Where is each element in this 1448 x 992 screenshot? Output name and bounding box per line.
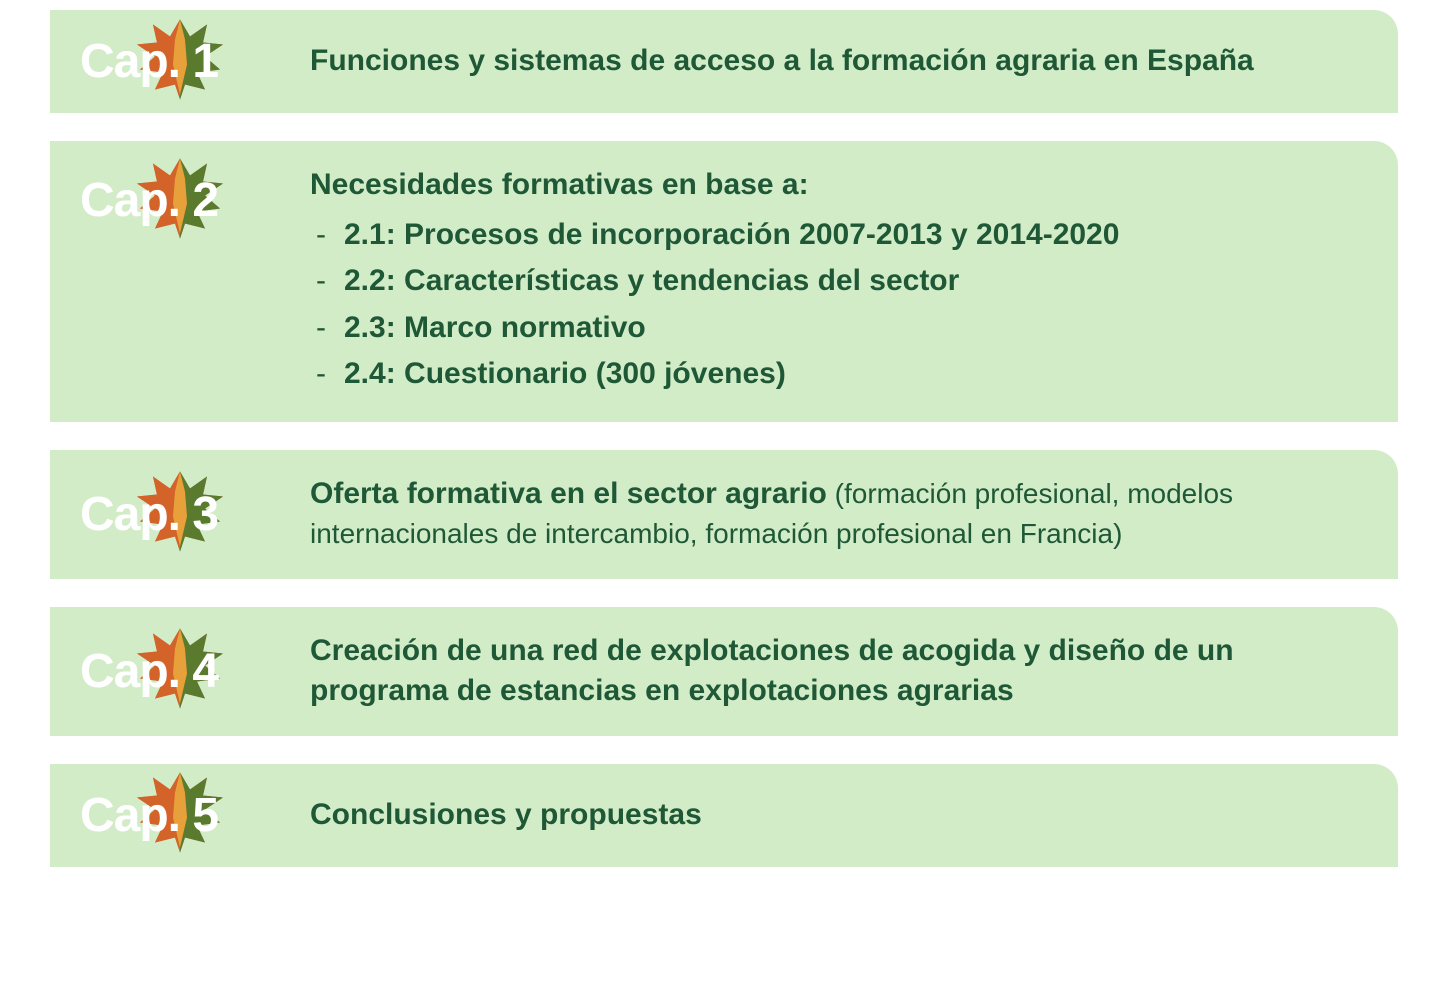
chapter-title: Necesidades formativas en base a: [310,168,809,201]
chapter-label-container: Cap. 1 [80,34,280,89]
chapter-label-container: Cap. 3 [80,487,280,542]
chapter-title: Conclusiones y propuestas [310,798,702,831]
chapter-subitems: 2.1: Procesos de incorporación 2007-2013… [310,212,1368,398]
chapter-title: Oferta formativa en el sector agrario [310,477,827,510]
chapter-label-container: Cap. 5 [80,788,280,843]
chapter-box-2: Cap. 2 Necesidades formativas en base a:… [50,141,1398,422]
chapter-title: Funciones y sistemas de acceso a la form… [310,44,1254,77]
subitem: 2.4: Cuestionario (300 jóvenes) [316,351,1368,398]
subitem: 2.1: Procesos de incorporación 2007-2013… [316,212,1368,259]
chapter-box-4: Cap. 4 Creación de una red de explotacio… [50,607,1398,736]
chapter-title: Creación de una red de explotaciones de … [310,634,1234,708]
chapter-content: Necesidades formativas en base a: 2.1: P… [310,165,1368,398]
chapter-box-5: Cap. 5 Conclusiones y propuestas [50,764,1398,867]
chapter-label-container: Cap. 2 [80,173,280,228]
chapter-content: Conclusiones y propuestas [310,795,1368,836]
chapter-content: Funciones y sistemas de acceso a la form… [310,41,1368,82]
chapter-label: Cap. 2 [80,173,218,228]
chapter-label: Cap. 5 [80,788,218,843]
chapter-box-1: Cap. 1 Funciones y sistemas de acceso a … [50,10,1398,113]
chapter-list: Cap. 1 Funciones y sistemas de acceso a … [50,10,1398,867]
chapter-content: Creación de una red de explotaciones de … [310,631,1368,712]
chapter-box-3: Cap. 3 Oferta formativa en el sector agr… [50,450,1398,579]
chapter-label: Cap. 1 [80,34,218,89]
chapter-label: Cap. 4 [80,644,218,699]
subitem: 2.3: Marco normativo [316,305,1368,352]
subitem: 2.2: Características y tendencias del se… [316,258,1368,305]
chapter-label: Cap. 3 [80,487,218,542]
chapter-content: Oferta formativa en el sector agrario (f… [310,474,1368,555]
chapter-label-container: Cap. 4 [80,644,280,699]
